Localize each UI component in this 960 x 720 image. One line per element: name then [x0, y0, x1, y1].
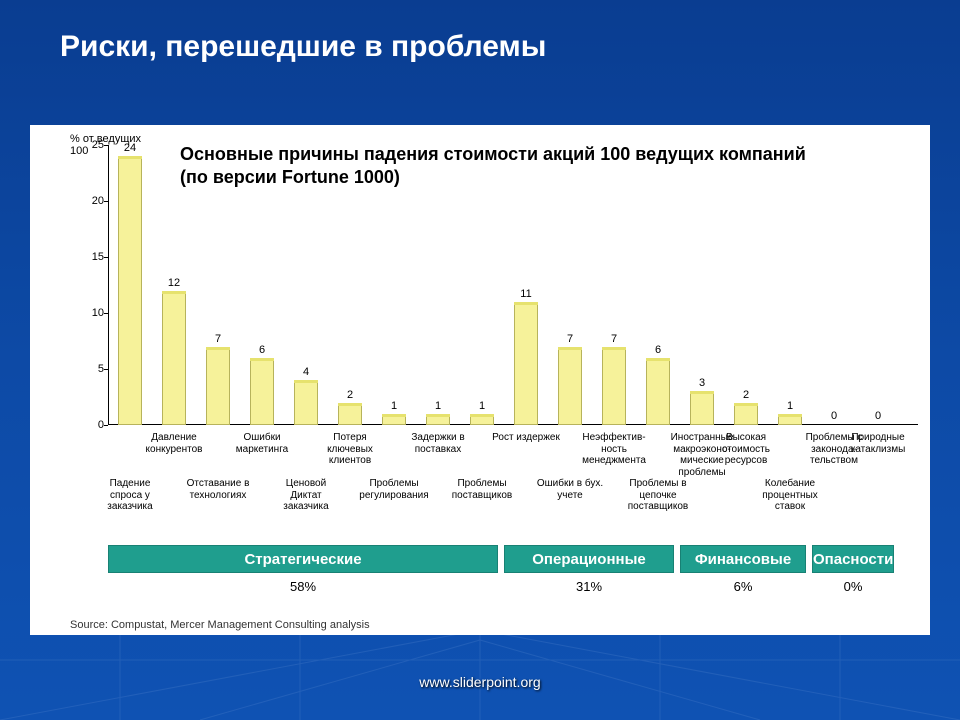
bar-value-label: 6 [655, 344, 661, 356]
x-axis-label: Ошибки в бух. учете [535, 478, 605, 501]
bar-top-accent [514, 302, 538, 305]
bar-top-accent [162, 291, 186, 294]
bar: 3 [690, 391, 714, 425]
bar: 1 [470, 414, 494, 425]
bar-top-accent [470, 414, 494, 417]
bar-top-accent [734, 403, 758, 406]
bar: 2 [734, 403, 758, 425]
x-axis-label: Падение спроса у заказчика [95, 478, 165, 513]
bar-value-label: 3 [699, 377, 705, 389]
y-tick-label: 10 [80, 307, 104, 319]
y-tick-mark [104, 145, 108, 146]
y-tick-label: 15 [80, 251, 104, 263]
chart-source: Source: Compustat, Mercer Management Con… [70, 619, 370, 631]
category-groups: Стратегические58%Операционные31%Финансов… [108, 545, 898, 575]
bar: 6 [646, 358, 670, 425]
bar: 24 [118, 156, 142, 425]
y-tick-mark [104, 369, 108, 370]
bar-top-accent [646, 358, 670, 361]
bar-value-label: 0 [831, 410, 837, 422]
bar-value-label: 11 [520, 288, 531, 300]
group-box: Стратегические [108, 545, 498, 573]
bar-value-label: 1 [479, 400, 485, 412]
bar: 1 [426, 414, 450, 425]
x-axis-label: Отставание в технологиях [183, 478, 253, 501]
x-axis-label: Потеря ключевых клиентов [315, 432, 385, 467]
bar-value-label: 4 [303, 366, 309, 378]
bar-top-accent [690, 391, 714, 394]
bar-value-label: 7 [611, 333, 617, 345]
chart-plot-area: 0510152025241276421111177632100 [108, 145, 898, 425]
x-axis-label: Ошибки маркетинга [227, 432, 297, 455]
bar-value-label: 7 [215, 333, 221, 345]
x-axis-label: Проблемы поставщиков [447, 478, 517, 501]
group-percentage: 6% [734, 579, 753, 594]
bar: 1 [382, 414, 406, 425]
bar: 7 [602, 347, 626, 425]
group-percentage: 0% [844, 579, 863, 594]
bar-top-accent [382, 414, 406, 417]
y-tick-mark [104, 313, 108, 314]
bar-top-accent [558, 347, 582, 350]
y-tick-label: 25 [80, 139, 104, 151]
bar-top-accent [338, 403, 362, 406]
bar-value-label: 2 [347, 389, 353, 401]
bar-top-accent [118, 156, 142, 159]
bar: 7 [558, 347, 582, 425]
bar-value-label: 1 [435, 400, 441, 412]
bar-value-label: 6 [259, 344, 265, 356]
bar: 11 [514, 302, 538, 425]
x-axis-label: Проблемы регулирования [359, 478, 429, 501]
group-percentage: 31% [576, 579, 602, 594]
y-tick-mark [104, 257, 108, 258]
x-axis-label: Природные катаклизмы [843, 432, 913, 455]
group-box: Финансовые [680, 545, 806, 573]
x-axis-label: Колебание процентных ставок [755, 478, 825, 513]
group-box: Операционные [504, 545, 674, 573]
bar-value-label: 7 [567, 333, 573, 345]
y-tick-mark [104, 201, 108, 202]
x-axis-label: Задержки в поставках [403, 432, 473, 455]
bar: 1 [778, 414, 802, 425]
bar-top-accent [426, 414, 450, 417]
bar: 12 [162, 291, 186, 425]
bar-value-label: 1 [787, 400, 793, 412]
bar-value-label: 24 [124, 142, 136, 154]
x-axis-label: Проблемы в цепочке поставщиков [623, 478, 693, 513]
bar-top-accent [294, 380, 318, 383]
y-tick-label: 0 [80, 419, 104, 431]
x-axis-label: Ценовой Диктат заказчика [271, 478, 341, 513]
y-tick-label: 5 [80, 363, 104, 375]
bar: 2 [338, 403, 362, 425]
group-percentage: 58% [290, 579, 316, 594]
bar-value-label: 12 [168, 277, 180, 289]
y-tick-label: 20 [80, 195, 104, 207]
chart-card: % от ведущих 100 Основные причины падени… [30, 125, 930, 635]
y-axis-line [108, 145, 109, 425]
bar-value-label: 0 [875, 410, 881, 422]
bar-value-label: 2 [743, 389, 749, 401]
slide-title: Риски, перешедшие в проблемы [60, 30, 546, 64]
bar-top-accent [602, 347, 626, 350]
group-box: Опасности [812, 545, 894, 573]
bar: 6 [250, 358, 274, 425]
bar: 4 [294, 380, 318, 425]
bar-top-accent [778, 414, 802, 417]
bar-top-accent [206, 347, 230, 350]
slide-footer: www.sliderpoint.org [0, 674, 960, 690]
bar-value-label: 1 [391, 400, 397, 412]
bar-top-accent [250, 358, 274, 361]
x-axis-label: Неэффектив- ность менеджмента [579, 432, 649, 467]
x-axis-label: Высокая стоимость ресурсов [711, 432, 781, 467]
slide: Риски, перешедшие в проблемы % от ведущи… [0, 0, 960, 720]
y-tick-mark [104, 425, 108, 426]
bar: 7 [206, 347, 230, 425]
x-axis-label: Рост издержек [491, 432, 561, 444]
x-axis-label: Давление конкурентов [139, 432, 209, 455]
x-axis-labels: Падение спроса у заказчикаДавление конку… [108, 430, 898, 540]
